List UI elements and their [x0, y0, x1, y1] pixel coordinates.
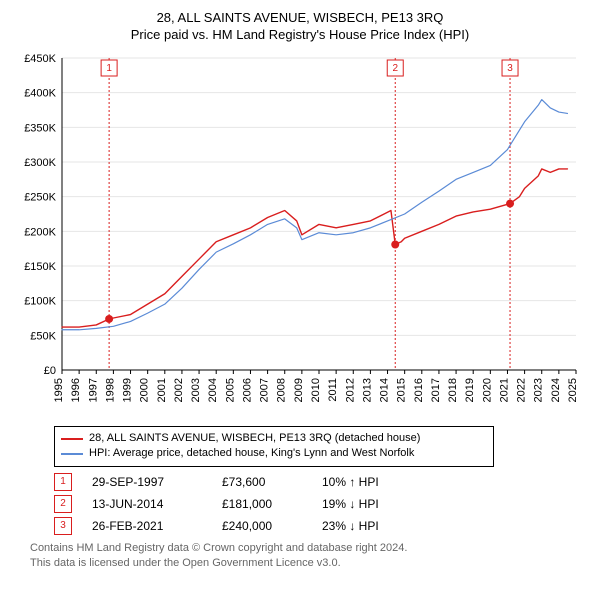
- chart: £0 £50K £100K £150K £200K £250K £300K £350K £400…: [12, 48, 588, 418]
- svg-text:2020: 2020: [481, 378, 493, 402]
- svg-text:£250K: £250K: [24, 192, 56, 204]
- sales-table: 1 29-SEP-1997 £73,600 10% ↑ HPI 2 13-JUN…: [54, 473, 588, 535]
- legend-label: 28, ALL SAINTS AVENUE, WISBECH, PE13 3RQ…: [89, 431, 420, 446]
- svg-text:£300K: £300K: [24, 157, 56, 169]
- svg-text:2007: 2007: [259, 378, 271, 402]
- svg-text:£450K: £450K: [24, 53, 56, 65]
- table-row: 1 29-SEP-1997 £73,600 10% ↑ HPI: [54, 473, 588, 491]
- svg-text:£0: £0: [44, 365, 56, 377]
- svg-text:2017: 2017: [430, 378, 442, 402]
- svg-text:2003: 2003: [190, 378, 202, 402]
- sale-badge-3: 3: [54, 517, 72, 535]
- svg-text:£350K: £350K: [24, 122, 56, 134]
- sale-date: 26-FEB-2021: [92, 519, 202, 533]
- svg-text:2001: 2001: [156, 378, 168, 402]
- sale-diff: 19% ↓ HPI: [322, 497, 422, 511]
- legend-swatch: [61, 438, 83, 440]
- svg-text:1997: 1997: [87, 378, 99, 402]
- svg-text:2016: 2016: [413, 378, 425, 402]
- svg-text:2012: 2012: [344, 378, 356, 402]
- svg-text:2023: 2023: [533, 378, 545, 402]
- legend-swatch: [61, 453, 83, 455]
- sale-badge-2: 2: [54, 495, 72, 513]
- svg-text:3: 3: [507, 63, 513, 74]
- svg-text:2019: 2019: [464, 378, 476, 402]
- page-root: 28, ALL SAINTS AVENUE, WISBECH, PE13 3RQ…: [0, 0, 600, 590]
- svg-text:1: 1: [106, 63, 112, 74]
- svg-text:2009: 2009: [293, 378, 305, 402]
- sale-diff: 23% ↓ HPI: [322, 519, 422, 533]
- sale-date: 29-SEP-1997: [92, 475, 202, 489]
- svg-text:1999: 1999: [122, 378, 134, 402]
- sale-badge-1: 1: [54, 473, 72, 491]
- svg-text:2024: 2024: [550, 378, 562, 402]
- svg-text:2011: 2011: [327, 378, 339, 402]
- svg-text:2: 2: [392, 63, 398, 74]
- sale-price: £240,000: [222, 519, 302, 533]
- svg-text:2015: 2015: [396, 378, 408, 402]
- svg-text:1995: 1995: [53, 378, 65, 402]
- svg-text:2021: 2021: [498, 378, 510, 402]
- table-row: 2 13-JUN-2014 £181,000 19% ↓ HPI: [54, 495, 588, 513]
- sale-date: 13-JUN-2014: [92, 497, 202, 511]
- attribution: Contains HM Land Registry data © Crown c…: [30, 541, 588, 571]
- svg-text:£400K: £400K: [24, 88, 56, 100]
- svg-text:1996: 1996: [70, 378, 82, 402]
- svg-text:1998: 1998: [104, 378, 116, 402]
- svg-text:2025: 2025: [567, 378, 579, 402]
- svg-text:2004: 2004: [207, 378, 219, 402]
- svg-text:2010: 2010: [310, 378, 322, 402]
- legend: 28, ALL SAINTS AVENUE, WISBECH, PE13 3RQ…: [54, 426, 494, 467]
- svg-text:2013: 2013: [361, 378, 373, 402]
- svg-text:2018: 2018: [447, 378, 459, 402]
- legend-label: HPI: Average price, detached house, King…: [89, 446, 414, 461]
- svg-text:2006: 2006: [241, 378, 253, 402]
- svg-text:£50K: £50K: [30, 330, 56, 342]
- sale-price: £181,000: [222, 497, 302, 511]
- svg-text:£150K: £150K: [24, 261, 56, 273]
- svg-text:2008: 2008: [276, 378, 288, 402]
- svg-text:£200K: £200K: [24, 226, 56, 238]
- legend-item-property: 28, ALL SAINTS AVENUE, WISBECH, PE13 3RQ…: [61, 431, 487, 446]
- sale-diff: 10% ↑ HPI: [322, 475, 422, 489]
- table-row: 3 26-FEB-2021 £240,000 23% ↓ HPI: [54, 517, 588, 535]
- svg-text:2022: 2022: [516, 378, 528, 402]
- svg-text:2005: 2005: [224, 378, 236, 402]
- attribution-line: Contains HM Land Registry data © Crown c…: [30, 541, 588, 556]
- attribution-line: This data is licensed under the Open Gov…: [30, 556, 588, 571]
- chart-svg: £0 £50K £100K £150K £200K £250K £300K £350K £400…: [12, 48, 588, 418]
- svg-text:2014: 2014: [379, 378, 391, 402]
- svg-text:2002: 2002: [173, 378, 185, 402]
- svg-text:2000: 2000: [139, 378, 151, 402]
- sale-price: £73,600: [222, 475, 302, 489]
- svg-text:£100K: £100K: [24, 296, 56, 308]
- legend-item-hpi: HPI: Average price, detached house, King…: [61, 446, 487, 461]
- page-subtitle: Price paid vs. HM Land Registry's House …: [12, 27, 588, 42]
- page-title: 28, ALL SAINTS AVENUE, WISBECH, PE13 3RQ: [12, 10, 588, 25]
